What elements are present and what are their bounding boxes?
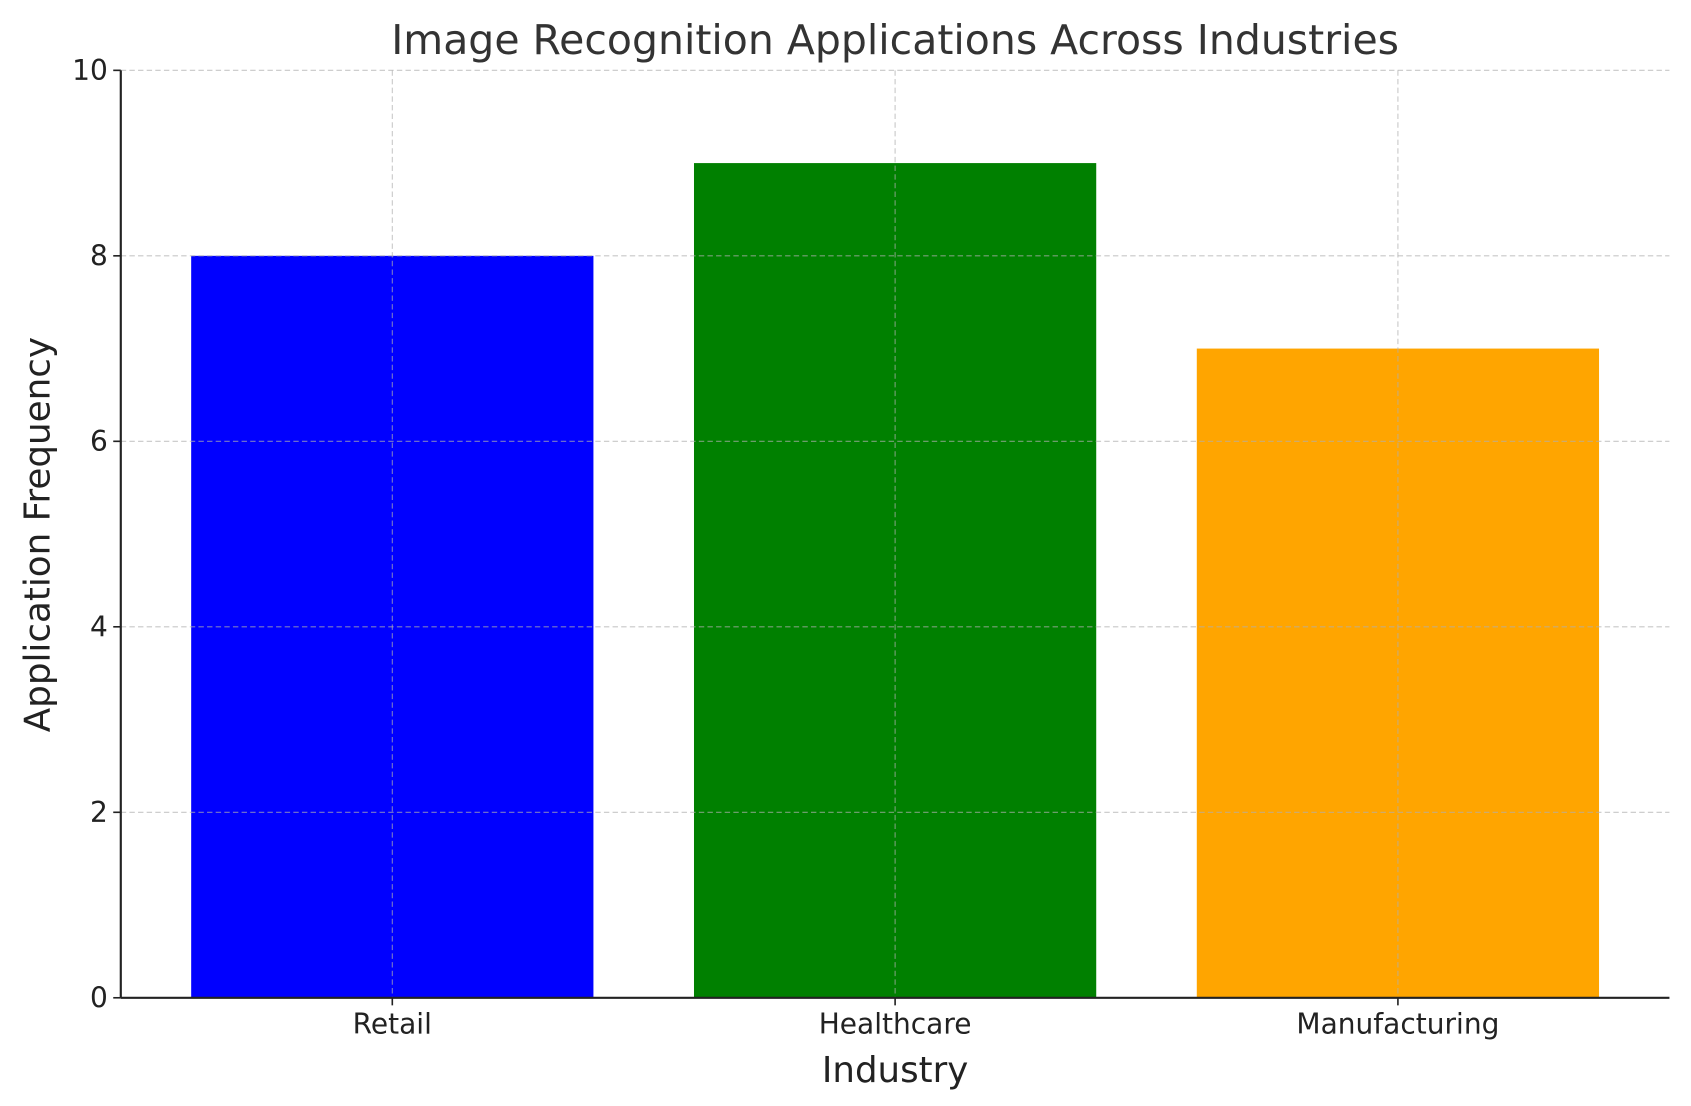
bar-manufacturing <box>1196 348 1600 998</box>
x-tick-label: Manufacturing <box>1296 1007 1499 1040</box>
x-axis-label: Industry <box>822 1050 968 1091</box>
y-tick-label: 8 <box>90 240 108 273</box>
bars <box>191 163 1600 998</box>
y-tick-label: 6 <box>90 425 108 458</box>
y-tick-label: 2 <box>90 796 108 829</box>
chart-title: Image Recognition Applications Across In… <box>391 16 1399 64</box>
axes: 0 2 4 6 8 10 Retail Healthcare Manufacturing <box>72 54 1670 1041</box>
y-axis-label: Application Frequency <box>18 337 59 732</box>
x-tick-label: Healthcare <box>819 1007 972 1040</box>
y-tick-label: 0 <box>90 981 108 1014</box>
y-tick-label: 4 <box>90 611 108 644</box>
x-tick-label: Retail <box>353 1007 432 1040</box>
y-tick-label: 10 <box>72 54 108 87</box>
